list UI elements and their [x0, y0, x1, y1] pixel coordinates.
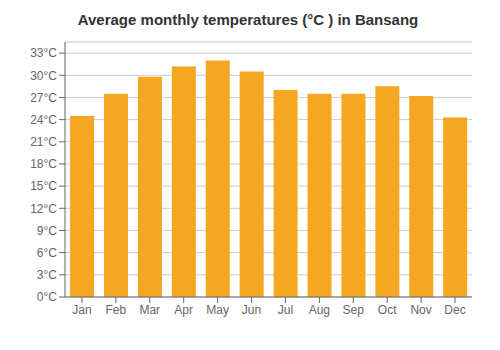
- svg-text:24°C: 24°C: [30, 113, 57, 127]
- svg-text:6°C: 6°C: [37, 246, 57, 260]
- svg-text:33°C: 33°C: [30, 46, 57, 60]
- svg-text:30°C: 30°C: [30, 69, 57, 83]
- svg-text:Jun: Jun: [242, 303, 261, 317]
- svg-text:Feb: Feb: [106, 303, 127, 317]
- svg-text:27°C: 27°C: [30, 91, 57, 105]
- svg-text:Dec: Dec: [444, 303, 465, 317]
- svg-text:15°C: 15°C: [30, 179, 57, 193]
- svg-text:18°C: 18°C: [30, 157, 57, 171]
- svg-text:Jan: Jan: [72, 303, 91, 317]
- svg-text:Oct: Oct: [378, 303, 397, 317]
- svg-text:0°C: 0°C: [37, 290, 57, 304]
- svg-text:9°C: 9°C: [37, 224, 57, 238]
- svg-text:21°C: 21°C: [30, 135, 57, 149]
- svg-text:Aug: Aug: [309, 303, 330, 317]
- svg-text:Sep: Sep: [343, 303, 365, 317]
- svg-text:May: May: [206, 303, 229, 317]
- svg-text:12°C: 12°C: [30, 202, 57, 216]
- svg-text:Mar: Mar: [139, 303, 160, 317]
- svg-text:Nov: Nov: [410, 303, 431, 317]
- svg-text:Apr: Apr: [174, 303, 193, 317]
- svg-text:Jul: Jul: [278, 303, 293, 317]
- html-text:Average monthly temperatures (: Average monthly temperatures (°C ) in Ba…: [77, 11, 419, 28]
- svg-text:3°C: 3°C: [37, 268, 57, 282]
